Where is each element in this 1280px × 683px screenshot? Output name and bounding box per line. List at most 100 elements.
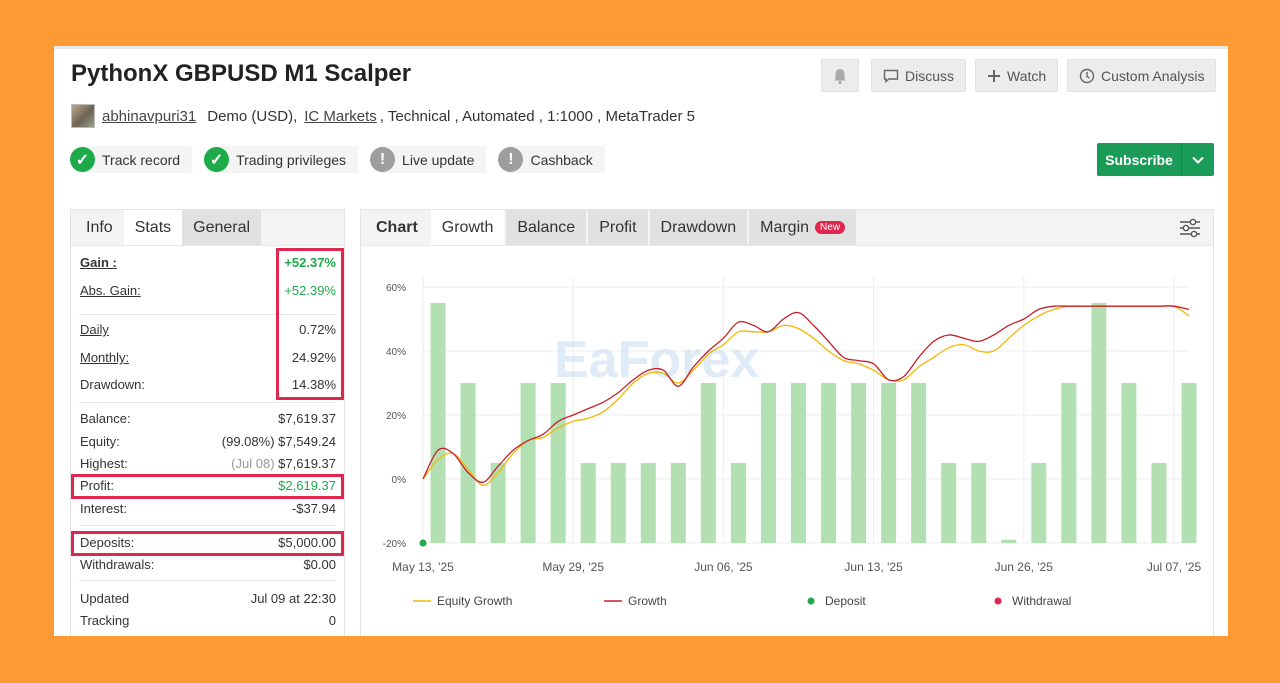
check-icon: ✓ bbox=[70, 147, 95, 172]
growth-line bbox=[422, 305, 1190, 483]
discuss-label: Discuss bbox=[905, 67, 955, 84]
chart-bar bbox=[911, 383, 927, 543]
stat-value: $7,549.24 bbox=[278, 434, 336, 449]
stat-label: Highest: bbox=[80, 456, 128, 471]
stat-label: Balance: bbox=[80, 411, 131, 426]
stat-label: Equity: bbox=[80, 434, 120, 449]
legend-label: Growth bbox=[628, 594, 667, 608]
broker-link[interactable]: IC Markets bbox=[304, 107, 377, 125]
deposit-point bbox=[419, 539, 427, 547]
stat-label[interactable]: Daily bbox=[80, 322, 109, 337]
watch-label: Watch bbox=[1007, 67, 1047, 84]
subscribe-dropdown[interactable] bbox=[1181, 143, 1214, 176]
chart-bar bbox=[640, 463, 656, 543]
avatar[interactable] bbox=[71, 104, 95, 128]
tab-stats[interactable]: Stats bbox=[123, 210, 183, 245]
chart-bar bbox=[971, 463, 987, 543]
chart-bar bbox=[1031, 463, 1047, 543]
chart-panel: Chart Growth Balance Profit Drawdown Mar… bbox=[360, 209, 1214, 636]
badge-trading-privileges[interactable]: ✓ Trading privileges bbox=[204, 146, 359, 173]
stat-label: Withdrawals: bbox=[80, 557, 155, 572]
stat-value: 24.92% bbox=[291, 350, 336, 365]
divider bbox=[79, 525, 336, 526]
chart-bar bbox=[851, 383, 867, 543]
watermark: EaForex bbox=[554, 331, 759, 389]
stat-daily: Daily 0.72% bbox=[80, 322, 336, 337]
highlight-box bbox=[71, 531, 344, 556]
chart-bar bbox=[730, 463, 746, 543]
discuss-button[interactable]: Discuss bbox=[871, 59, 967, 92]
stat-equity: Equity: (99.08%) $7,549.24 bbox=[80, 434, 336, 449]
page-title: PythonX GBPUSD M1 Scalper bbox=[71, 60, 412, 87]
chart-lines bbox=[419, 304, 1190, 547]
stat-tracking: Tracking 0 bbox=[80, 613, 336, 628]
notify-button[interactable] bbox=[821, 59, 859, 92]
chart-bar bbox=[1121, 383, 1137, 543]
stat-value: Jul 09 at 22:30 bbox=[250, 591, 336, 606]
watch-button[interactable]: Watch bbox=[975, 59, 1059, 92]
new-badge: New bbox=[815, 221, 846, 234]
author-link[interactable]: abhinavpuri31 bbox=[102, 107, 197, 125]
badge-label: Cashback bbox=[530, 151, 593, 168]
chart-tabs: Chart Growth Balance Profit Drawdown Mar… bbox=[361, 210, 1213, 246]
x-tick-label: May 29, '25 bbox=[542, 560, 604, 574]
stat-balance: Balance: $7,619.37 bbox=[80, 411, 336, 426]
chart-ticks: 60% 40% 20% 0% -20% May 13, '25 May 29, '25 Jun… bbox=[383, 283, 1202, 574]
chart-grid bbox=[422, 277, 1189, 544]
legend-label: Equity Growth bbox=[437, 594, 512, 608]
divider bbox=[79, 314, 336, 315]
x-tick-label: Jun 13, '25 bbox=[844, 560, 903, 574]
chart-bar bbox=[460, 383, 476, 543]
bell-icon bbox=[834, 68, 846, 84]
stat-deposits: Deposits: $5,000.00 bbox=[80, 535, 336, 550]
subscribe-button[interactable]: Subscribe bbox=[1097, 143, 1214, 176]
divider bbox=[79, 402, 336, 403]
tab-chart: Chart bbox=[365, 210, 429, 245]
stat-label: Profit: bbox=[80, 478, 114, 493]
badge-cashback[interactable]: ! Cashback bbox=[498, 146, 605, 173]
chevron-down-icon bbox=[1192, 156, 1204, 164]
tab-info[interactable]: Info bbox=[86, 218, 113, 236]
legend-swatch bbox=[807, 597, 815, 605]
sliders-icon[interactable] bbox=[1179, 218, 1201, 238]
tab-balance[interactable]: Balance bbox=[506, 210, 587, 245]
plus-icon bbox=[988, 69, 1000, 82]
badge-label: Track record bbox=[102, 151, 181, 168]
stat-value: +52.39% bbox=[284, 283, 336, 298]
stat-withdrawals: Withdrawals: $0.00 bbox=[80, 557, 336, 572]
stat-label[interactable]: Monthly: bbox=[80, 350, 130, 365]
custom-analysis-button[interactable]: Custom Analysis bbox=[1067, 59, 1217, 92]
y-tick-label: 0% bbox=[392, 475, 407, 486]
author-row: abhinavpuri31 Demo (USD), IC Markets , T… bbox=[71, 104, 695, 128]
x-tick-label: May 13, '25 bbox=[392, 560, 454, 574]
system-page: PythonX GBPUSD M1 Scalper Discuss Watch … bbox=[54, 46, 1228, 636]
badge-track-record[interactable]: ✓ Track record bbox=[70, 146, 193, 173]
tab-general[interactable]: General bbox=[182, 210, 262, 245]
stat-value: -$37.94 bbox=[291, 501, 336, 516]
stat-label[interactable]: Abs. Gain: bbox=[80, 283, 141, 298]
tab-profit[interactable]: Profit bbox=[588, 210, 648, 245]
stat-drawdown: Drawdown: 14.38% bbox=[80, 377, 336, 392]
chart-bar bbox=[1001, 539, 1017, 543]
highlight-box bbox=[71, 474, 344, 499]
comment-icon bbox=[883, 69, 899, 83]
stat-label: Drawdown: bbox=[80, 377, 146, 392]
chart-bar bbox=[760, 383, 776, 543]
stat-label: Tracking bbox=[80, 613, 130, 628]
chart-bar bbox=[550, 383, 566, 543]
tab-growth[interactable]: Growth bbox=[430, 210, 505, 245]
stats-tabs: Info Stats General bbox=[71, 210, 344, 246]
stat-label[interactable]: Gain : bbox=[80, 255, 117, 270]
chart-bar bbox=[700, 383, 716, 543]
tab-drawdown[interactable]: Drawdown bbox=[649, 210, 748, 245]
badge-live-update[interactable]: ! Live update bbox=[370, 146, 487, 173]
badge-label: Trading privileges bbox=[236, 151, 347, 168]
tab-margin-label: Margin bbox=[760, 218, 810, 236]
stat-interest: Interest: -$37.94 bbox=[80, 501, 336, 516]
chart-bar bbox=[1091, 303, 1107, 543]
y-tick-label: 20% bbox=[386, 411, 406, 422]
chart-bar bbox=[490, 463, 506, 543]
stat-profit: Profit: $2,619.37 bbox=[80, 478, 336, 493]
tab-margin[interactable]: Margin New bbox=[749, 210, 857, 245]
chart-bar bbox=[821, 383, 837, 543]
